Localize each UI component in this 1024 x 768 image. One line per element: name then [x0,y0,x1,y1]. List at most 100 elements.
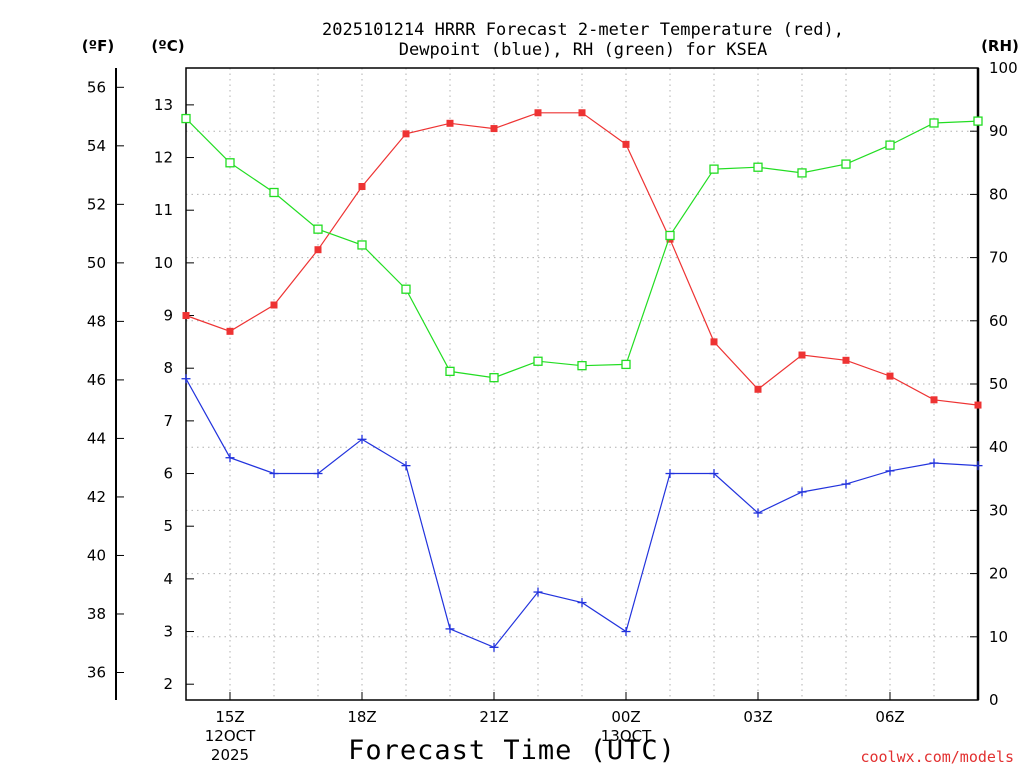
temperature-point [622,140,630,148]
rh-point [709,164,719,174]
data-series [181,109,983,652]
temperature-point [754,385,762,393]
celsius-tick-label: 11 [154,201,173,219]
celsius-tick-label: 13 [154,96,173,114]
rh-point [181,113,191,124]
fahrenheit-tick-label: 36 [87,663,106,681]
rh-tick-label: 70 [989,249,1008,267]
temperature-point [974,401,982,409]
dewpoint-point [665,469,675,479]
rh-point [841,159,851,169]
rh-point [401,284,411,294]
celsius-tick-label: 2 [163,675,173,693]
x-tick-date-label: 12OCT [205,727,256,745]
rh-point [225,158,235,168]
celsius-tick-label: 10 [154,254,173,272]
fahrenheit-tick-label: 56 [87,78,106,96]
temperature-point [534,109,542,117]
rh-point [753,162,763,172]
x-tick-label: 06Z [875,708,904,726]
dewpoint-point [621,627,631,637]
rh-tick-label: 60 [989,312,1008,330]
x-tick-label: 15Z [215,708,244,726]
fahrenheit-tick-label: 42 [87,488,106,506]
rh-tick-label: 80 [989,185,1008,203]
celsius-axis-unit: (ºC) [151,37,184,55]
rh-tick-label: 10 [989,628,1008,646]
temperature-point [490,125,498,133]
temperature-point [358,183,366,190]
rh-point [577,361,587,371]
fahrenheit-tick-label: 52 [87,195,106,213]
rh-point [621,359,631,370]
fahrenheit-tick-label: 50 [87,254,106,272]
rh-point [665,230,675,241]
temperature-point [314,246,322,254]
dewpoint-point [225,453,235,463]
rh-tick-label: 50 [989,375,1008,393]
temperature-point [710,338,718,346]
dewpoint-point [489,642,499,652]
dewpoint-point [533,587,543,597]
dewpoint-point [313,469,323,479]
temperature-point [446,119,454,127]
rh-point [489,373,499,383]
fahrenheit-tick-label: 40 [87,546,106,564]
rh-point [445,366,455,377]
chart-title-line1: 2025101214 HRRR Forecast 2-meter Tempera… [322,20,844,40]
source-credit: coolwx.com/models [860,748,1014,766]
temperature-point [798,351,806,359]
x-tick-date-label: 13OCT [601,727,652,745]
fahrenheit-tick-label: 46 [87,371,106,389]
celsius-tick-label: 12 [154,149,173,167]
celsius-tick-label: 9 [163,307,173,325]
dewpoint-point [709,469,719,479]
celsius-tick-label: 7 [163,412,173,430]
temperature-point [402,130,410,138]
fahrenheit-axis-unit: (ºF) [82,37,114,55]
dewpoint-point [445,624,455,634]
dewpoint-point [401,461,411,471]
fahrenheit-tick-label: 54 [87,137,106,155]
rh-point [885,140,895,150]
dewpoint-point [357,434,367,444]
dewpoint-point [841,479,851,489]
celsius-tick-label: 5 [163,517,173,535]
fahrenheit-tick-label: 44 [87,429,106,447]
rh-tick-label: 20 [989,565,1008,583]
temperature-point [182,312,190,320]
x-tick-year-label: 2025 [211,746,249,764]
rh-tick-label: 40 [989,438,1008,456]
rh-point [357,240,367,250]
fahrenheit-tick-label: 48 [87,312,106,330]
dewpoint-point [181,374,191,384]
temperature-point [226,327,234,335]
dewpoint-point [885,466,895,476]
temperature-point [270,301,278,309]
rh-point [269,187,279,198]
dewpoint-point [797,487,807,497]
celsius-tick-label: 8 [163,359,173,377]
dewpoint-point [753,508,763,518]
dewpoint-point [269,469,279,479]
rh-tick-label: 100 [989,59,1018,77]
temperature-point [578,109,586,117]
fahrenheit-tick-label: 38 [87,605,106,623]
chart-title-line2: Dewpoint (blue), RH (green) for KSEA [399,40,767,60]
rh-point [533,356,543,366]
dewpoint-point [973,461,983,471]
x-tick-label: 21Z [479,708,508,726]
rh-point [973,116,983,126]
temperature-point [886,372,894,380]
x-tick-label: 00Z [611,708,640,726]
rh-point [797,168,807,178]
rh-point [929,118,939,128]
temperature-point [842,356,850,364]
rh-axis-unit: (RH) [981,37,1019,55]
dewpoint-point [577,598,587,608]
x-axis-label: Forecast Time (UTC) [348,735,676,766]
temperature-point [930,396,938,404]
x-tick-label: 03Z [743,708,772,726]
celsius-tick-label: 6 [163,465,173,483]
